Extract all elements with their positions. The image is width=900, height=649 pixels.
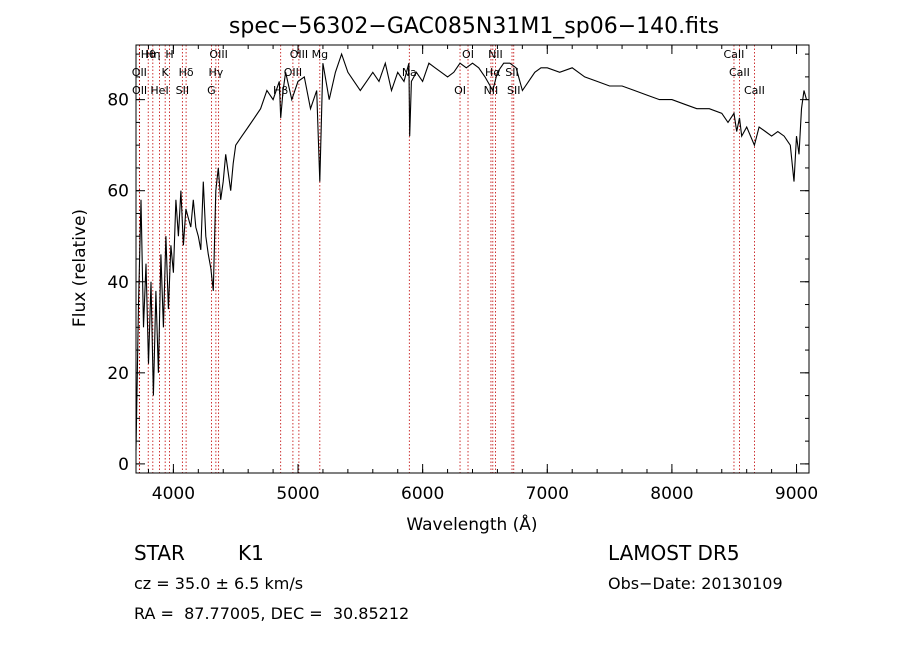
line-marker-label: H bbox=[165, 48, 173, 61]
y-axis-label: Flux (relative) bbox=[70, 209, 90, 327]
line-marker-label: Hγ bbox=[208, 66, 223, 79]
line-marker-label: SII bbox=[507, 84, 520, 97]
y-tick-label: 80 bbox=[107, 91, 129, 111]
line-marker-label: HeI bbox=[150, 84, 168, 97]
y-tick-label: 20 bbox=[107, 364, 129, 384]
line-markers bbox=[138, 45, 755, 473]
line-marker-label: Mg bbox=[312, 48, 328, 61]
line-marker-label: NII bbox=[484, 84, 499, 97]
line-marker-labels: HθOIIOIIHηKHeIHHδSIIOIIIHγGOIIIOIIIHβMgN… bbox=[132, 48, 765, 97]
line-marker-label: OI bbox=[462, 48, 474, 61]
line-marker-label: Hα bbox=[485, 66, 501, 79]
line-marker-label: OIII bbox=[284, 66, 302, 79]
object-class: STAR bbox=[134, 541, 185, 565]
x-tick-label: 9000 bbox=[775, 484, 818, 504]
obs-date: Obs−Date: 20130109 bbox=[608, 574, 783, 593]
line-marker-label: OIII bbox=[209, 48, 227, 61]
line-marker-label: OII bbox=[132, 84, 147, 97]
survey-name: LAMOST DR5 bbox=[608, 541, 740, 565]
x-tick-label: 4000 bbox=[152, 484, 195, 504]
line-marker-label: K bbox=[162, 66, 170, 79]
line-marker-label: CaII bbox=[729, 66, 750, 79]
x-tick-label: 8000 bbox=[650, 484, 693, 504]
line-marker-label: NII bbox=[488, 48, 503, 61]
x-axis-label: Wavelength (Å) bbox=[406, 513, 537, 535]
line-marker-label: Hβ bbox=[273, 84, 288, 97]
x-tick-label: 6000 bbox=[401, 484, 444, 504]
y-tick-label: 40 bbox=[107, 273, 129, 293]
line-marker-label: Hθ bbox=[141, 48, 156, 61]
chart-title: spec−56302−GAC085N31M1_sp06−140.fits bbox=[229, 14, 719, 39]
y-tick-label: 0 bbox=[118, 455, 129, 475]
x-axis: 4000 5000 6000 7000 8000 9000 bbox=[147, 45, 818, 504]
line-marker-label: Hδ bbox=[179, 66, 194, 79]
redshift-cz: cz = 35.0 ± 6.5 km/s bbox=[134, 574, 304, 593]
line-marker-label: SII bbox=[176, 84, 189, 97]
line-marker-label: SII bbox=[505, 66, 518, 79]
object-subclass: K1 bbox=[238, 541, 264, 565]
line-marker-label: Hη bbox=[145, 48, 160, 61]
line-marker-label: OIII bbox=[290, 48, 308, 61]
line-marker-label: G bbox=[207, 84, 216, 97]
ra-dec: RA = 87.77005, DEC = 30.85212 bbox=[134, 604, 410, 623]
y-tick-label: 60 bbox=[107, 182, 129, 202]
x-tick-label: 7000 bbox=[526, 484, 569, 504]
line-marker-label: OI bbox=[454, 84, 466, 97]
line-marker-label: CaII bbox=[724, 48, 745, 61]
x-tick-label: 5000 bbox=[276, 484, 319, 504]
y-axis: 0 20 40 60 80 bbox=[107, 53, 809, 475]
line-marker-label: CaII bbox=[744, 84, 765, 97]
spectrum-line bbox=[135, 52, 808, 451]
